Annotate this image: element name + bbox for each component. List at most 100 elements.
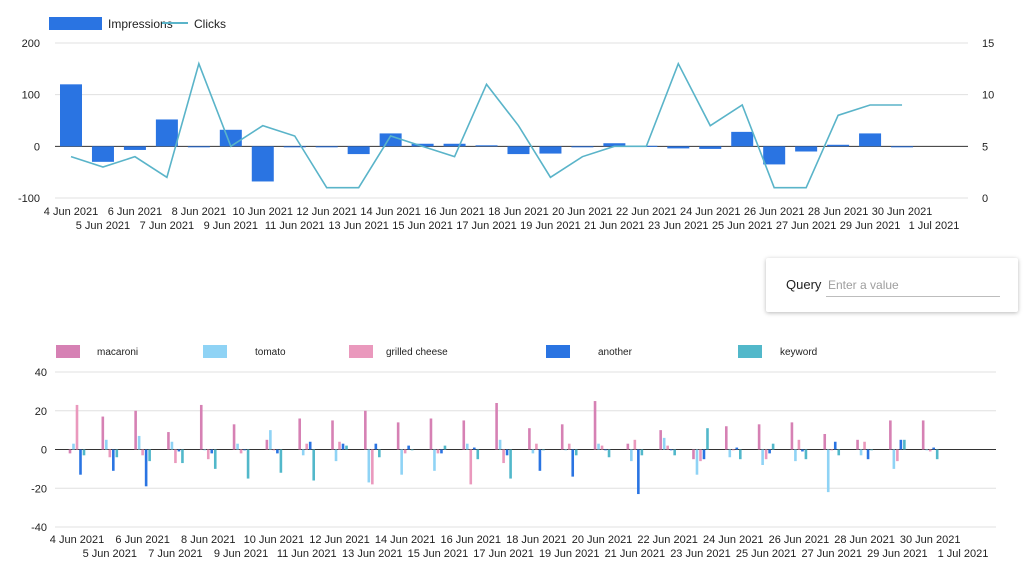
bar-keyword	[82, 449, 86, 456]
impressions-bar	[475, 145, 498, 147]
bar-keyword	[115, 449, 119, 458]
legend-swatch-another	[546, 345, 570, 358]
bar-grilled-cheese	[699, 449, 702, 462]
impressions-clicks-chart: -100 0 100 200 0 5 10 15 4 Jun 2021 5 Jun 2021 6 J…	[18, 17, 994, 232]
bar-grilled-cheese	[206, 449, 210, 460]
bar-grilled-cheese	[764, 449, 768, 460]
bar-another	[407, 445, 410, 450]
bar-grilled-cheese	[305, 443, 309, 450]
legend-swatch-impressions	[49, 17, 102, 30]
bar-tomato	[367, 449, 371, 483]
legend-label-impressions: Impressions	[108, 17, 173, 31]
bar-macaroni	[429, 418, 433, 450]
bar-another	[112, 449, 115, 471]
bar-tomato	[498, 439, 502, 450]
bar-another	[538, 449, 542, 471]
y-left-tick-label: 200	[22, 38, 40, 50]
bar-another	[669, 449, 673, 451]
bar-macaroni	[724, 426, 728, 450]
x-tick-label: 5 Jun 2021	[76, 220, 130, 232]
legend-swatch-grilled-cheese	[349, 345, 373, 358]
x-tick-label: 11 Jun 2021	[265, 220, 325, 232]
bar-another	[79, 449, 82, 475]
bar-keyword	[509, 449, 512, 479]
query-input[interactable]	[826, 274, 1000, 297]
bar-macaroni	[659, 430, 662, 450]
y-tick-label: -20	[31, 483, 47, 495]
bar-grilled-cheese	[797, 439, 801, 450]
x-tick-label: 18 Jun 2021	[488, 206, 549, 218]
bar-another	[505, 449, 509, 456]
y-left-tick-label: 0	[34, 141, 40, 153]
bar-tomato	[203, 449, 207, 451]
bar-grilled-cheese	[502, 449, 505, 464]
bar-another	[899, 439, 903, 450]
bar-macaroni	[298, 418, 302, 450]
impressions-bar	[667, 146, 690, 149]
bar-another	[243, 449, 246, 451]
bar-tomato	[826, 449, 830, 493]
legend-swatch-macaroni	[56, 345, 80, 358]
bar-grilled-cheese	[633, 439, 637, 450]
x-tick-label: 1 Jul 2021	[938, 548, 989, 560]
x-tick-label: 15 Jun 2021	[392, 220, 453, 232]
bar-keyword	[476, 449, 480, 460]
bar-tomato	[728, 449, 732, 458]
bar-macaroni	[593, 401, 597, 450]
bar-another	[308, 441, 312, 450]
bar-keyword	[903, 439, 906, 450]
x-tick-label: 20 Jun 2021	[572, 534, 633, 546]
bar-macaroni	[265, 439, 269, 450]
impressions-bar	[731, 131, 754, 147]
bar-macaroni	[199, 404, 203, 450]
x-tick-label: 28 Jun 2021	[808, 206, 869, 218]
x-tick-label: 24 Jun 2021	[680, 206, 741, 218]
bar-tomato	[269, 430, 272, 450]
bar-macaroni	[856, 439, 859, 450]
bar-grilled-cheese	[535, 443, 538, 450]
x-tick-label: 29 Jun 2021	[840, 220, 901, 232]
bar-macaroni	[462, 420, 466, 450]
impressions-bar	[795, 146, 818, 152]
bar-keyword	[213, 449, 217, 469]
bar-macaroni	[921, 420, 925, 450]
bar-tomato	[465, 443, 469, 450]
bar-keyword	[673, 449, 676, 456]
bar-another	[571, 449, 575, 477]
bar-keyword	[607, 449, 611, 458]
bar-keyword	[443, 445, 447, 450]
x-tick-label: 13 Jun 2021	[328, 220, 389, 232]
bar-keyword	[279, 449, 283, 473]
bar-grilled-cheese	[863, 441, 866, 450]
impressions-bar	[155, 119, 178, 147]
bar-another	[472, 447, 476, 450]
impressions-bar	[507, 146, 530, 155]
bar-tomato	[334, 449, 338, 462]
bar-another	[735, 447, 739, 450]
bar-another	[801, 449, 804, 452]
bar-grilled-cheese	[174, 449, 177, 464]
bar-tomato	[662, 437, 666, 450]
impressions-bar	[827, 144, 850, 147]
x-tick-label: 24 Jun 2021	[703, 534, 764, 546]
x-tick-label: 9 Jun 2021	[204, 220, 258, 232]
x-tick-label: 27 Jun 2021	[776, 220, 837, 232]
bar-keyword	[345, 445, 348, 450]
bar-macaroni	[232, 424, 236, 450]
x-tick-label: 23 Jun 2021	[670, 548, 731, 560]
y-tick-label: 0	[41, 445, 47, 457]
x-tick-label: 26 Jun 2021	[769, 534, 830, 546]
x-tick-label: 21 Jun 2021	[605, 548, 666, 560]
impressions-bar	[379, 133, 402, 147]
x-tick-label: 28 Jun 2021	[834, 534, 895, 546]
bar-another	[177, 449, 181, 452]
bar-tomato	[433, 449, 436, 471]
bar-another	[440, 449, 443, 454]
x-tick-label: 10 Jun 2021	[232, 206, 293, 218]
bar-tomato	[925, 449, 928, 451]
bar-tomato	[137, 435, 141, 450]
bar-grilled-cheese	[141, 449, 144, 456]
bar-another	[374, 443, 378, 450]
x-tick-label: 20 Jun 2021	[552, 206, 613, 218]
x-tick-label: 10 Jun 2021	[244, 534, 305, 546]
